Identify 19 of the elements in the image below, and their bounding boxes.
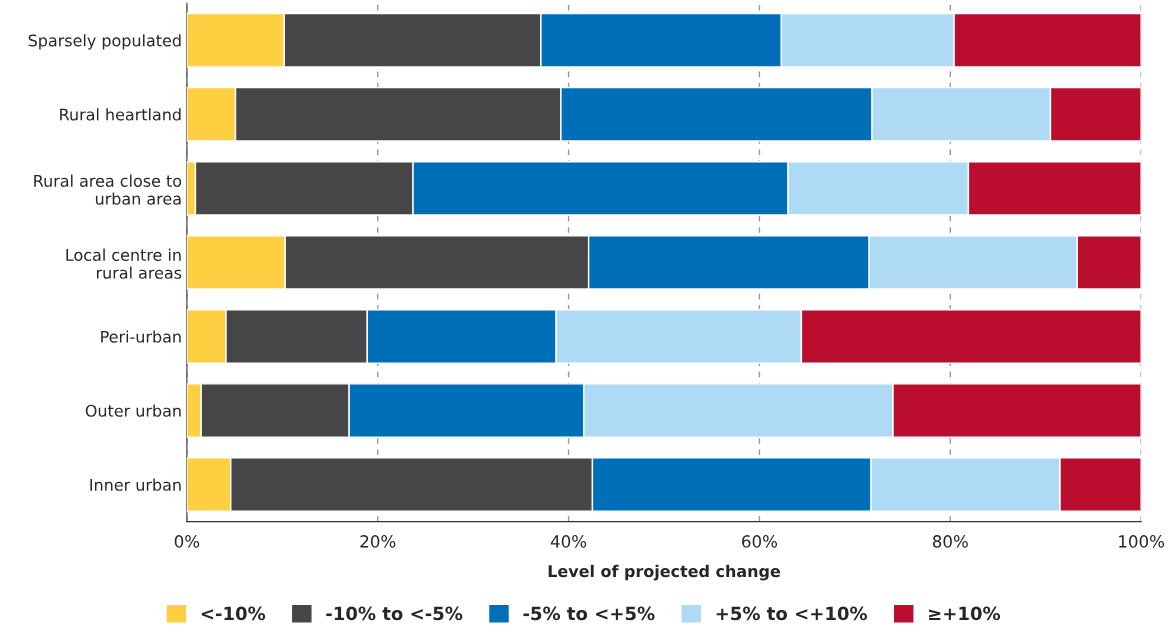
y-tick-label: Outer urban	[85, 404, 181, 417]
x-tick-label: 100%	[1119, 535, 1165, 548]
x-tick-label: 0%	[174, 535, 200, 548]
y-tick-label: Rural heartland	[60, 108, 181, 121]
x-axis-title: Level of projected change	[548, 564, 781, 581]
legend-label: +5% to <+10%	[716, 606, 867, 621]
y-tick-label: Inner urban	[90, 478, 181, 491]
y-tick-label: Peri-urban	[101, 330, 181, 343]
x-tick-label: 20%	[360, 535, 396, 548]
x-tick-label: 40%	[550, 535, 587, 548]
legend-label: ≥+10%	[929, 606, 1001, 621]
legend-label: <-10%	[201, 606, 266, 621]
x-tick-label: 80%	[932, 535, 968, 548]
y-tick-label: Sparsely populated	[28, 34, 181, 50]
legend-label: -5% to <+5%	[523, 606, 655, 621]
y-tick-label: Local centre in rural areas	[66, 248, 182, 279]
legend-label: -10% to <-5%	[326, 606, 463, 621]
x-tick-label: 60%	[742, 535, 778, 548]
y-tick-label: Rural area close to urban area	[34, 174, 182, 205]
